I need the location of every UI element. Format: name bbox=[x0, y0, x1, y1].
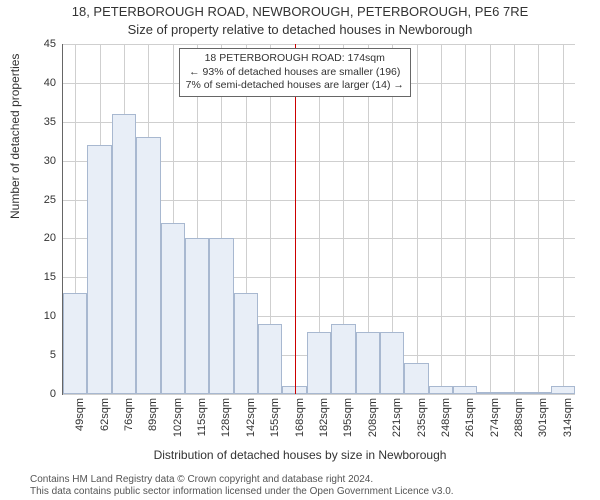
histogram-bar bbox=[63, 293, 87, 394]
histogram-bar bbox=[380, 332, 404, 394]
title-line-1: 18, PETERBOROUGH ROAD, NEWBOROUGH, PETER… bbox=[0, 4, 600, 19]
x-tick: 182sqm bbox=[318, 398, 330, 438]
histogram-bar bbox=[502, 392, 526, 394]
x-tick: 49sqm bbox=[74, 398, 86, 438]
x-tick: 128sqm bbox=[220, 398, 232, 438]
y-tick: 0 bbox=[26, 388, 56, 400]
histogram-bar bbox=[161, 223, 185, 394]
histogram-bar bbox=[356, 332, 380, 394]
x-axis-label: Distribution of detached houses by size … bbox=[0, 448, 600, 462]
histogram-bar bbox=[234, 293, 258, 394]
x-tick: 168sqm bbox=[294, 398, 306, 438]
annotation-line: 18 PETERBOROUGH ROAD: 174sqm bbox=[186, 52, 404, 66]
gridline-v bbox=[563, 44, 564, 394]
y-tick: 25 bbox=[26, 194, 56, 206]
histogram-bar bbox=[87, 145, 111, 394]
gridline-v bbox=[538, 44, 539, 394]
x-tick: 195sqm bbox=[342, 398, 354, 438]
y-axis-label: Number of detached properties bbox=[8, 54, 22, 219]
y-tick: 30 bbox=[26, 155, 56, 167]
histogram-bar bbox=[209, 238, 233, 394]
y-tick: 10 bbox=[26, 310, 56, 322]
gridline-h bbox=[63, 394, 575, 395]
histogram-bar bbox=[526, 392, 550, 394]
x-tick: 314sqm bbox=[562, 398, 574, 438]
gridline-v bbox=[417, 44, 418, 394]
histogram-bar bbox=[331, 324, 355, 394]
y-tick: 5 bbox=[26, 349, 56, 361]
x-tick: 76sqm bbox=[123, 398, 135, 438]
histogram-bar bbox=[307, 332, 331, 394]
y-tick: 45 bbox=[26, 38, 56, 50]
x-tick: 261sqm bbox=[464, 398, 476, 438]
gridline-v bbox=[441, 44, 442, 394]
x-tick: 248sqm bbox=[440, 398, 452, 438]
histogram-bar bbox=[551, 386, 575, 394]
x-tick: 288sqm bbox=[513, 398, 525, 438]
x-tick: 115sqm bbox=[196, 398, 208, 438]
y-tick: 35 bbox=[26, 116, 56, 128]
histogram-bar bbox=[404, 363, 428, 394]
x-tick: 142sqm bbox=[245, 398, 257, 438]
x-tick: 102sqm bbox=[172, 398, 184, 438]
annotation-box: 18 PETERBOROUGH ROAD: 174sqm← 93% of det… bbox=[179, 48, 411, 97]
y-tick: 20 bbox=[26, 232, 56, 244]
gridline-v bbox=[465, 44, 466, 394]
histogram-bar bbox=[453, 386, 477, 394]
footer-attribution: Contains HM Land Registry data © Crown c… bbox=[30, 474, 590, 498]
footer-line-2: This data contains public sector informa… bbox=[30, 486, 590, 498]
x-tick: 301sqm bbox=[537, 398, 549, 438]
x-tick: 274sqm bbox=[489, 398, 501, 438]
y-tick: 40 bbox=[26, 77, 56, 89]
histogram-bar bbox=[185, 238, 209, 394]
chart-container: 18, PETERBOROUGH ROAD, NEWBOROUGH, PETER… bbox=[0, 0, 600, 500]
annotation-line: ← 93% of detached houses are smaller (19… bbox=[186, 66, 404, 80]
title-line-2: Size of property relative to detached ho… bbox=[0, 22, 600, 37]
histogram-bar bbox=[258, 324, 282, 394]
histogram-bar bbox=[477, 392, 501, 394]
gridline-v bbox=[514, 44, 515, 394]
gridline-v bbox=[490, 44, 491, 394]
y-tick: 15 bbox=[26, 271, 56, 283]
x-tick: 221sqm bbox=[391, 398, 403, 438]
plot-area: 18 PETERBOROUGH ROAD: 174sqm← 93% of det… bbox=[62, 44, 575, 395]
x-tick: 89sqm bbox=[147, 398, 159, 438]
x-tick: 208sqm bbox=[367, 398, 379, 438]
histogram-bar bbox=[112, 114, 136, 394]
footer-line-1: Contains HM Land Registry data © Crown c… bbox=[30, 474, 590, 486]
x-tick: 155sqm bbox=[269, 398, 281, 438]
histogram-bar bbox=[136, 137, 160, 394]
x-tick: 62sqm bbox=[99, 398, 111, 438]
histogram-bar bbox=[429, 386, 453, 394]
x-tick: 235sqm bbox=[416, 398, 428, 438]
annotation-line: 7% of semi-detached houses are larger (1… bbox=[186, 79, 404, 93]
